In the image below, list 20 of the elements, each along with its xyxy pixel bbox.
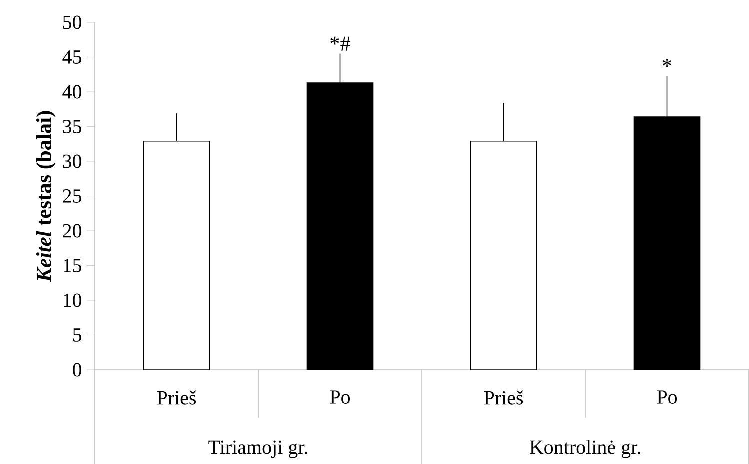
y-tick-label: 45 xyxy=(62,50,82,64)
x-tick-label: Prieš xyxy=(484,390,524,405)
annotation: * xyxy=(662,59,672,67)
text: Kontrolinė gr. xyxy=(530,440,640,458)
x-tick-label: Po xyxy=(330,390,350,404)
y-tick-label: 50 xyxy=(63,16,82,30)
y-tick-label: 20 xyxy=(63,224,82,238)
y-tick-label: 30 xyxy=(63,154,82,168)
y-tick-label: 0 xyxy=(73,363,82,377)
y-tick-label: 10 xyxy=(64,294,82,308)
x-tick-label: Po xyxy=(657,390,678,404)
text: Tiriamoji gr. xyxy=(208,440,308,458)
y-axis-title: Keitel testas (balai) xyxy=(36,111,56,282)
y-tick-label: 25 xyxy=(63,190,82,203)
annotation: *# xyxy=(330,36,351,51)
y-tick-label: 40 xyxy=(62,85,82,99)
x-tick-label: Prieš xyxy=(157,390,196,405)
y-tick-label: 5 xyxy=(73,328,82,342)
y-tick-label: 35 xyxy=(63,120,82,134)
y-tick-label: 15 xyxy=(64,259,82,272)
